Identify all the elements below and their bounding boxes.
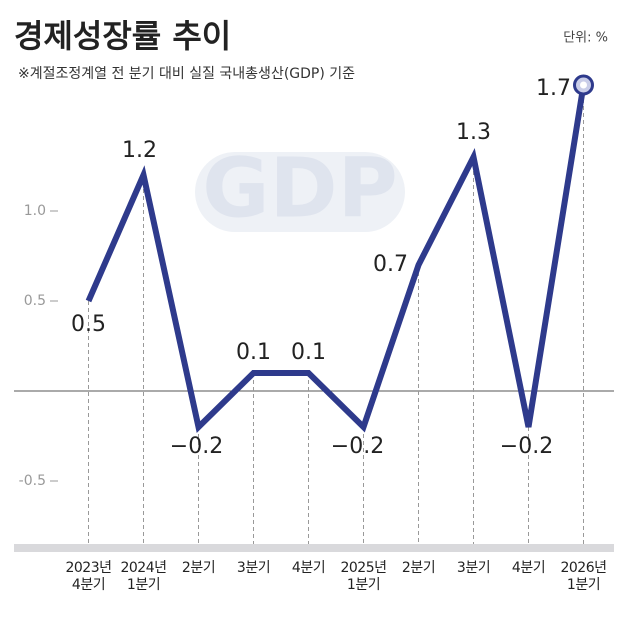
x-tick-label: 3분기	[456, 560, 491, 576]
x-tick-label: 2023년 4분기	[65, 560, 112, 593]
data-label: 1.7	[536, 76, 571, 101]
x-tick-label: 2026년 1분기	[560, 560, 607, 593]
watermark-bg	[195, 152, 405, 232]
y-tick-label: 0.5	[24, 293, 46, 309]
data-label: 0.1	[291, 340, 326, 365]
data-label: 0.1	[236, 340, 271, 365]
data-label: −0.2	[331, 434, 384, 459]
x-tick-label: 3분기	[236, 560, 271, 576]
data-label: −0.2	[170, 434, 223, 459]
x-tick-label: 2025년 1분기	[340, 560, 387, 593]
data-line	[85, 84, 587, 433]
data-label: 1.2	[122, 138, 157, 163]
data-label: 1.3	[456, 120, 491, 145]
data-label: 0.7	[373, 252, 408, 277]
watermark: GDP	[202, 141, 397, 236]
y-tick-label: -0.5	[19, 473, 46, 489]
data-label: −0.2	[500, 434, 553, 459]
baseline-band	[14, 544, 614, 552]
chart-title: 경제성장률 추이	[14, 17, 231, 55]
unit-label: 단위: %	[563, 31, 608, 46]
data-label: 0.5	[71, 312, 106, 337]
x-tick-label: 2분기	[401, 560, 436, 576]
chart-subtitle: ※계절조정계열 전 분기 대비 실질 국내총생산(GDP) 기준	[18, 66, 355, 82]
x-tick-label: 2024년 1분기	[120, 560, 167, 593]
y-tick-label: 1.0	[24, 203, 46, 219]
end-marker-dot	[580, 81, 587, 89]
x-tick-label: 4분기	[291, 560, 326, 576]
x-tick-label: 2분기	[181, 560, 216, 576]
x-tick-label: 4분기	[511, 560, 546, 576]
